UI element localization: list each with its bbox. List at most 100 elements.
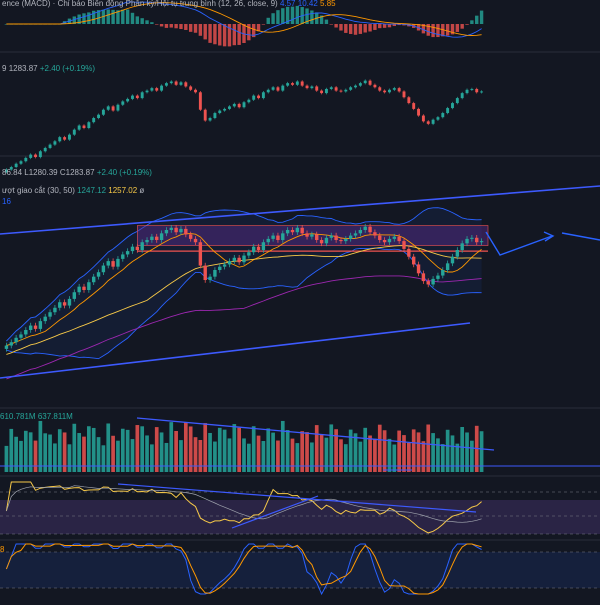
mini-candle bbox=[58, 137, 62, 142]
volume-bar bbox=[402, 435, 406, 472]
mini-candle bbox=[354, 85, 357, 88]
mini-candle bbox=[475, 88, 479, 93]
volume-bar bbox=[130, 439, 135, 472]
mini-candle bbox=[451, 103, 454, 109]
candle bbox=[62, 302, 67, 306]
mini-candle bbox=[378, 87, 382, 91]
candle bbox=[237, 257, 241, 263]
mini-candle bbox=[291, 83, 294, 85]
volume-bar bbox=[440, 444, 445, 472]
mini-candle bbox=[213, 113, 217, 119]
mini-candle bbox=[184, 82, 188, 87]
macd-histogram-bar bbox=[130, 12, 135, 24]
mini-candle bbox=[198, 92, 202, 110]
volume-bar bbox=[72, 423, 77, 472]
upper-trend-line bbox=[0, 185, 600, 235]
mini-candle bbox=[228, 106, 231, 109]
candle bbox=[174, 227, 178, 233]
volume-bar bbox=[203, 423, 208, 472]
mini-candle bbox=[145, 90, 149, 93]
volume-bar bbox=[101, 445, 106, 472]
volume-bar bbox=[382, 430, 387, 472]
mini-candle bbox=[261, 92, 265, 99]
candle bbox=[479, 241, 484, 243]
stoch-zone bbox=[0, 552, 600, 588]
mini-candle bbox=[121, 101, 125, 105]
volume-bar bbox=[198, 440, 203, 472]
candle bbox=[242, 255, 246, 263]
volume-bar bbox=[159, 432, 164, 472]
volume-bar bbox=[111, 435, 115, 472]
candle bbox=[111, 261, 115, 267]
macd-histogram-bar bbox=[363, 24, 367, 33]
mini-candle bbox=[150, 88, 154, 91]
macd-histogram-bar bbox=[145, 20, 149, 24]
mini-candle bbox=[203, 109, 207, 121]
macd-histogram-bar bbox=[339, 24, 343, 31]
volume-bar bbox=[28, 432, 33, 472]
volume-bar bbox=[266, 428, 271, 472]
candle bbox=[450, 256, 455, 264]
macd-histogram-bar bbox=[334, 24, 338, 28]
volume-bar bbox=[397, 430, 401, 472]
macd-histogram-bar bbox=[426, 24, 430, 36]
volume-bar bbox=[426, 424, 431, 472]
volume-bar bbox=[290, 438, 295, 472]
volume-bar bbox=[53, 443, 57, 472]
macd-histogram-bar bbox=[208, 24, 212, 43]
candle bbox=[397, 236, 401, 242]
mini-candle bbox=[189, 86, 193, 90]
mini-candle bbox=[339, 90, 343, 92]
candle bbox=[58, 302, 62, 308]
candle bbox=[256, 246, 261, 250]
lower-trend-line bbox=[0, 322, 471, 379]
macd-histogram-bar bbox=[155, 24, 159, 25]
macd-histogram-bar bbox=[445, 24, 450, 36]
volume-bar bbox=[353, 433, 358, 472]
mini-candle bbox=[4, 169, 8, 173]
mini-candle bbox=[116, 104, 120, 111]
candle bbox=[77, 286, 81, 293]
mini-change: +2.40 (+0.19%) bbox=[39, 64, 95, 73]
macd-histogram-bar bbox=[392, 24, 396, 27]
candle bbox=[392, 236, 396, 239]
macd-histogram-bar bbox=[121, 9, 125, 24]
macd-histogram-bar bbox=[344, 24, 348, 33]
candle bbox=[53, 307, 57, 313]
macd-histogram-bar bbox=[237, 24, 241, 45]
mini-candle bbox=[388, 89, 391, 93]
macd-histogram-bar bbox=[368, 24, 372, 32]
candle bbox=[193, 238, 198, 243]
volume-bar bbox=[120, 428, 125, 472]
volume-bar bbox=[33, 440, 38, 472]
candle bbox=[402, 241, 406, 249]
candle bbox=[92, 276, 96, 283]
macd-histogram-bar bbox=[397, 24, 401, 26]
volume-bar bbox=[193, 437, 198, 472]
volume-bar bbox=[445, 429, 450, 472]
macd-histogram-bar bbox=[72, 16, 76, 24]
candle bbox=[412, 256, 416, 265]
candle bbox=[145, 240, 149, 243]
volume-bar bbox=[14, 436, 18, 472]
mini-candle bbox=[194, 89, 197, 93]
volume-bar bbox=[436, 438, 440, 472]
macd-histogram-bar bbox=[295, 5, 300, 24]
candle bbox=[276, 235, 280, 240]
volume-bar bbox=[106, 423, 111, 472]
ma-value-1: 1247.12 bbox=[77, 186, 107, 195]
stoch-legend: 8 bbox=[0, 545, 5, 554]
volume-bar bbox=[82, 436, 86, 472]
macd-histogram-bar bbox=[125, 9, 130, 24]
volume-bar bbox=[164, 442, 169, 472]
mini-candle bbox=[320, 90, 324, 94]
macd-legend: ence (MACD) · Chỉ báo Biến động Phân kỳ/… bbox=[2, 0, 336, 8]
volume-bar bbox=[387, 438, 392, 472]
macd-histogram-bar bbox=[460, 24, 464, 29]
volume-bar bbox=[324, 437, 329, 472]
volume-bar bbox=[67, 444, 72, 472]
candle bbox=[470, 237, 474, 239]
candle bbox=[475, 237, 479, 243]
candle bbox=[198, 242, 203, 266]
